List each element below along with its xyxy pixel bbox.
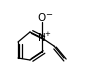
Text: −: − (46, 10, 53, 20)
Text: O: O (38, 13, 46, 23)
Text: N: N (38, 33, 46, 43)
Text: +: + (44, 31, 50, 37)
